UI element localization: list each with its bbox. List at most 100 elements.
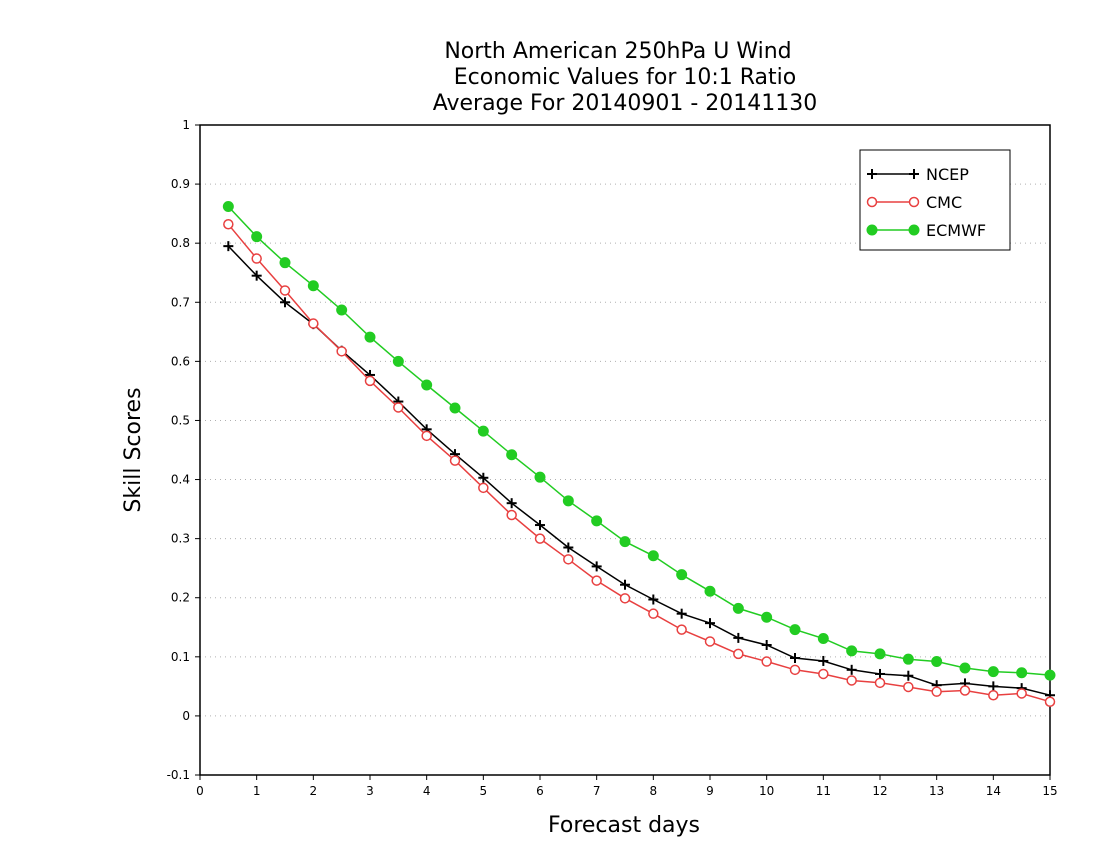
data-point-cmc <box>846 675 857 686</box>
legend-box <box>859 149 1011 251</box>
data-point-cmc <box>704 636 716 647</box>
data-point-ecmwf <box>506 449 518 461</box>
data-point-cmc <box>223 219 234 230</box>
data-point-ecmwf <box>534 471 546 483</box>
data-point-ncep <box>875 668 885 679</box>
legend-marker-ncep <box>909 169 919 179</box>
legend-label-cmc: CMC <box>926 193 962 212</box>
data-point-ecmwf <box>307 280 319 292</box>
data-point-ecmwf <box>449 402 461 414</box>
y-tick-label: 0.9 <box>171 177 190 191</box>
data-point-ecmwf <box>931 656 943 668</box>
data-point-cmc <box>449 455 461 466</box>
x-tick-label: 4 <box>423 784 431 798</box>
data-point-cmc <box>308 318 319 329</box>
chart-title: North American 250hPa U Wind Economic Va… <box>433 39 818 116</box>
data-point-cmc <box>818 668 829 680</box>
data-point-ncep <box>648 594 659 605</box>
legend-marker-ecmwf <box>866 224 878 236</box>
data-point-ecmwf <box>279 257 291 269</box>
data-point-cmc <box>534 533 546 544</box>
x-tick-label: 7 <box>593 784 601 798</box>
y-tick-label: 0.8 <box>171 236 190 250</box>
data-point-ncep <box>251 270 262 281</box>
data-point-ncep <box>591 561 602 572</box>
y-tick-label: 0 <box>182 709 190 723</box>
data-point-cmc <box>931 686 942 697</box>
x-tick-label: 15 <box>1042 784 1057 798</box>
x-tick-label: 8 <box>650 784 658 798</box>
x-tick-labels: 0 1 2 3 4 5 6 7 8 9 10 11 12 13 14 15 <box>196 784 1057 798</box>
data-point-ncep <box>790 653 800 663</box>
x-tick-label: 14 <box>986 784 1001 798</box>
y-tick-label: 1 <box>182 118 190 132</box>
legend-entry-ncep: NCEP <box>867 165 969 184</box>
data-point-ecmwf <box>392 355 404 367</box>
x-tick-label: 3 <box>366 784 374 798</box>
legend-entry-ecmwf: ECMWF <box>866 221 986 240</box>
data-point-ncep <box>705 618 715 629</box>
data-point-ecmwf <box>732 602 744 614</box>
data-point-ecmwf <box>336 304 348 316</box>
data-point-ncep <box>818 655 829 666</box>
legend-entry-cmc: CMC <box>866 193 962 212</box>
series-ncep <box>223 241 1055 701</box>
data-point-ncep <box>535 520 545 531</box>
x-tick-label: 12 <box>872 784 887 798</box>
title-line-1: North American 250hPa U Wind <box>444 39 791 64</box>
data-point-cmc <box>619 593 631 604</box>
y-axis-title: Skill Scores <box>121 387 146 512</box>
data-point-cmc <box>251 253 262 264</box>
data-point-cmc <box>506 509 517 521</box>
y-tick-label: 0.5 <box>171 413 190 427</box>
data-point-cmc <box>789 664 801 676</box>
data-point-ncep <box>846 664 857 675</box>
series-line-ncep <box>227 245 1051 696</box>
data-point-cmc <box>421 430 432 442</box>
y-tick-label: -0.1 <box>167 768 190 782</box>
y-tick-labels: -0.1 0 0.1 0.2 0.3 0.4 0.5 0.6 0.7 0.8 0.9 1 <box>167 118 190 782</box>
series <box>222 201 1056 707</box>
title-line-2: Economic Values for 10:1 Ratio <box>454 65 796 90</box>
legend-marker-ecmwf <box>908 224 920 236</box>
data-point-ncep <box>733 632 744 643</box>
data-point-ecmwf <box>421 379 433 391</box>
series-line-ecmwf <box>227 205 1051 676</box>
data-point-cmc <box>903 681 914 693</box>
data-point-ecmwf <box>1044 669 1056 681</box>
data-point-cmc <box>1016 688 1027 699</box>
data-point-cmc <box>336 346 347 357</box>
series-cmc <box>223 219 1056 707</box>
legend-label-ncep: NCEP <box>926 165 969 184</box>
data-point-ecmwf <box>1016 667 1028 679</box>
data-point-ncep <box>620 579 630 590</box>
data-point-ecmwf <box>704 585 716 597</box>
data-point-cmc <box>874 677 886 689</box>
axes <box>195 124 1051 780</box>
data-point-cmc <box>279 285 291 296</box>
plot-frame <box>199 124 1051 776</box>
series-ecmwf <box>222 201 1056 681</box>
data-point-ncep <box>761 640 772 650</box>
data-point-ecmwf <box>251 231 263 243</box>
legend-marker-cmc <box>866 196 878 208</box>
legend-label-ecmwf: ECMWF <box>926 221 986 240</box>
data-point-ncep <box>563 542 574 553</box>
data-point-ncep <box>988 681 999 692</box>
data-point-ecmwf <box>761 611 773 623</box>
x-tick-label: 6 <box>536 784 544 798</box>
data-point-ecmwf <box>676 569 688 581</box>
y-tick-label: 0.6 <box>171 354 190 368</box>
data-point-ncep <box>478 472 489 483</box>
y-tick-label: 0.7 <box>171 295 190 309</box>
data-point-ncep <box>223 241 234 252</box>
x-tick-label: 9 <box>706 784 714 798</box>
x-tick-label: 0 <box>196 784 204 798</box>
data-point-ecmwf <box>959 662 971 674</box>
x-tick-label: 10 <box>759 784 774 798</box>
data-point-ecmwf <box>364 331 376 343</box>
data-point-cmc <box>563 554 574 565</box>
grid <box>200 183 1050 717</box>
